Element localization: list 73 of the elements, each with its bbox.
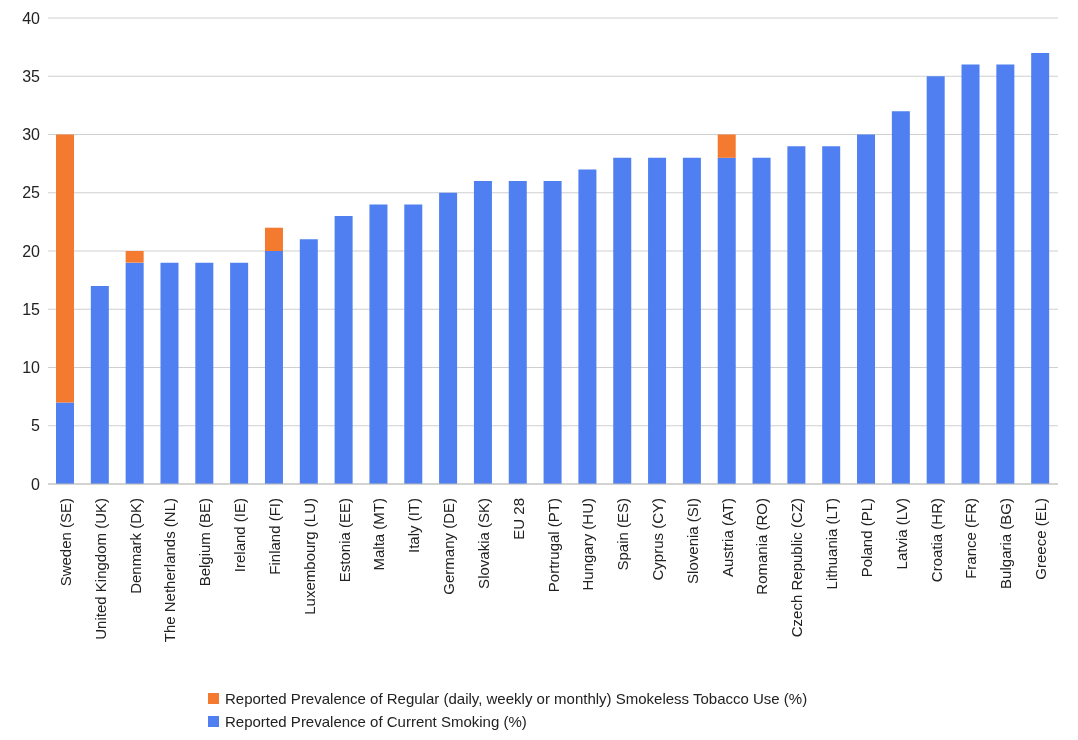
x-tick-label: Luxembourg (LU) xyxy=(300,498,318,615)
y-tick-label: 15 xyxy=(22,300,41,318)
x-tick-label: United Kingdom (UK) xyxy=(91,498,109,640)
bar xyxy=(56,402,74,484)
bar xyxy=(682,157,701,484)
bar xyxy=(264,227,283,251)
bar xyxy=(439,192,458,484)
bar xyxy=(230,262,249,484)
x-tick-label: Estonia (EE) xyxy=(335,498,353,583)
bar xyxy=(996,64,1015,484)
x-tick-label: France (FR) xyxy=(962,498,980,579)
x-tick-label: Spain (ES) xyxy=(614,498,632,571)
legend-label: Reported Prevalence of Current Smoking (%) xyxy=(225,713,527,730)
bar xyxy=(648,157,667,484)
bar xyxy=(857,134,876,484)
bar xyxy=(369,204,388,484)
bar xyxy=(125,262,144,484)
bar xyxy=(90,285,109,484)
x-tick-label: Ireland (IE) xyxy=(231,498,249,573)
x-tick-label: Romania (RO) xyxy=(753,498,771,595)
x-tick-label: Czech Republic (CZ) xyxy=(788,498,806,638)
x-tick-label: EU 28 xyxy=(509,498,527,540)
y-tick-label: 35 xyxy=(22,67,41,85)
x-tick-label: Sweden (SE) xyxy=(56,498,74,587)
bar xyxy=(578,169,597,484)
bar xyxy=(195,262,214,484)
bar xyxy=(717,157,736,484)
bar xyxy=(822,146,841,484)
x-tick-label: Finland (FI) xyxy=(265,498,283,575)
bar xyxy=(961,64,980,484)
bar xyxy=(160,262,179,484)
x-tick-label: Hungary (HU) xyxy=(579,498,597,591)
bar xyxy=(891,111,910,484)
x-tick-label: Italy (IT) xyxy=(405,498,423,553)
bar xyxy=(404,204,423,484)
x-tick-label: Latvia (LV) xyxy=(892,498,910,570)
bar xyxy=(613,157,632,484)
x-tick-label: The Netherlands (NL) xyxy=(161,498,179,643)
bar xyxy=(752,157,771,484)
bar xyxy=(787,146,806,484)
x-tick-label: Slovenia (SI) xyxy=(683,498,701,584)
x-tick-label: Portrugal (PT) xyxy=(544,498,562,593)
bar xyxy=(543,181,562,484)
x-tick-label: Cyprus (CY) xyxy=(648,498,666,581)
y-tick-label: 5 xyxy=(31,417,41,435)
y-tick-label: 25 xyxy=(22,184,41,202)
bar xyxy=(264,251,283,484)
bar xyxy=(508,181,527,484)
x-tick-label: Malta (MT) xyxy=(370,498,388,571)
y-tick-label: 0 xyxy=(31,475,41,493)
y-tick-label: 20 xyxy=(22,242,41,260)
bar xyxy=(56,134,74,403)
x-tick-label: Lithuania (LT) xyxy=(823,498,841,590)
y-tick-label: 40 xyxy=(22,9,41,27)
y-tick-label: 10 xyxy=(22,359,41,377)
x-tick-label: Germany (DE) xyxy=(440,498,458,595)
bar xyxy=(717,134,736,158)
x-tick-label: Austria (AT) xyxy=(718,498,736,577)
bar xyxy=(473,181,492,484)
x-tick-label: Belgium (BE) xyxy=(196,498,214,587)
bar xyxy=(299,239,318,484)
x-tick-label: Croatia (HR) xyxy=(927,498,945,583)
bar xyxy=(334,216,353,484)
x-tick-label: Denmark (DK) xyxy=(126,498,144,594)
bar xyxy=(926,76,945,484)
bar xyxy=(1031,52,1050,484)
x-tick-label: Bulgaria (BG) xyxy=(997,498,1015,589)
bar xyxy=(125,251,144,263)
y-tick-label: 30 xyxy=(22,126,41,144)
legend-label: Reported Prevalence of Regular (daily, weekly or monthly) Smokeless Tobacco Use (%) xyxy=(225,690,808,707)
x-tick-label: Poland (PL) xyxy=(857,498,875,578)
x-tick-label: Greece (EL) xyxy=(1032,498,1050,580)
x-tick-label: Slovakia (SK) xyxy=(474,498,492,589)
